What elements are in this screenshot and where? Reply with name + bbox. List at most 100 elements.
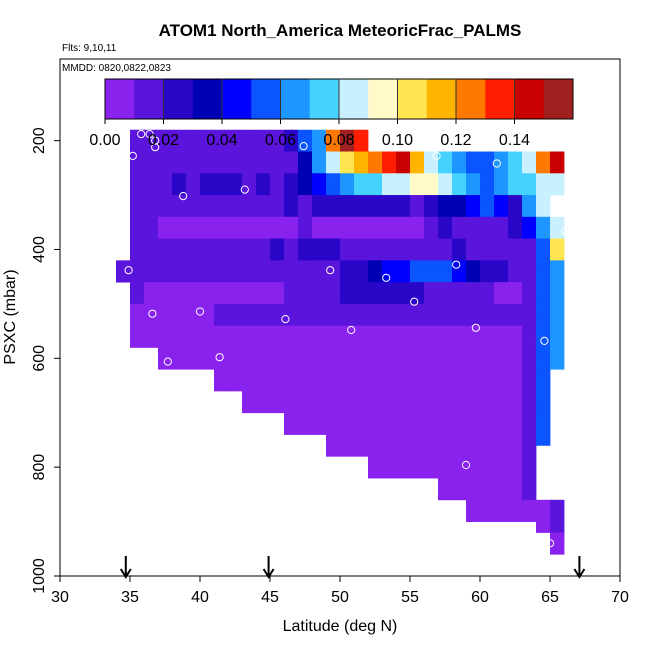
- heatmap-cell: [382, 390, 397, 403]
- heatmap-cell: [228, 227, 243, 239]
- heatmap-cell: [172, 336, 187, 348]
- heatmap-cell: [340, 271, 355, 283]
- heatmap-cell: [396, 173, 411, 185]
- heatmap-cell: [550, 271, 565, 283]
- heatmap-cell: [354, 162, 369, 174]
- heatmap-cell: [284, 336, 299, 348]
- heatmap-cell: [382, 423, 397, 435]
- heatmap-cell: [270, 260, 285, 272]
- heatmap-cell: [284, 227, 299, 239]
- heatmap-cell: [424, 184, 439, 196]
- heatmap-cell: [326, 336, 341, 348]
- heatmap-cell: [480, 195, 495, 207]
- heatmap-cell: [424, 401, 439, 414]
- heatmap-cell: [158, 238, 173, 250]
- heatmap-cell: [256, 336, 271, 348]
- heatmap-cell: [158, 325, 173, 337]
- heatmap-cell: [200, 336, 215, 348]
- heatmap-cell: [158, 184, 173, 196]
- heatmap-cell: [354, 347, 369, 359]
- heatmap-cell: [494, 401, 509, 414]
- heatmap-cell: [200, 151, 215, 163]
- heatmap-cell: [242, 195, 257, 207]
- heatmap-cell: [270, 325, 285, 337]
- heatmap-cell: [494, 325, 509, 337]
- heatmap-cell: [200, 205, 215, 218]
- heatmap-cell: [452, 271, 467, 283]
- heatmap-cell: [494, 151, 509, 163]
- heatmap-cell: [298, 336, 313, 348]
- heatmap-cell: [284, 390, 299, 403]
- heatmap-cell: [130, 271, 145, 283]
- heatmap-cell: [508, 499, 523, 512]
- heatmap-cell: [452, 336, 467, 348]
- colorbar-tick-label: 0.12: [440, 132, 471, 149]
- heatmap-cell: [494, 282, 509, 294]
- heatmap-cell: [270, 314, 285, 327]
- heatmap-cell: [326, 151, 341, 163]
- heatmap-cell: [228, 129, 243, 142]
- heatmap-cell: [480, 260, 495, 272]
- heatmap-cell: [270, 390, 285, 403]
- heatmap-cell: [298, 249, 313, 261]
- heatmap-cell: [382, 216, 397, 229]
- heatmap-cell: [312, 336, 327, 348]
- colorbar-swatch: [368, 79, 398, 119]
- heatmap-cell: [298, 129, 313, 142]
- heatmap-cell: [536, 336, 551, 348]
- heatmap-cell: [536, 314, 551, 327]
- heatmap-cell: [340, 336, 355, 348]
- heatmap-cell: [396, 325, 411, 337]
- colorbar-tick-label: 0.10: [382, 132, 413, 149]
- heatmap-cell: [242, 205, 257, 218]
- heatmap-cell: [382, 195, 397, 207]
- heatmap-cell: [424, 249, 439, 261]
- heatmap-cell: [312, 184, 327, 196]
- heatmap-cell: [242, 140, 257, 152]
- heatmap-cell: [130, 216, 145, 229]
- heatmap-cell: [228, 347, 243, 359]
- heatmap-cell: [256, 238, 271, 250]
- heatmap-cell: [508, 282, 523, 294]
- heatmap-cell: [340, 282, 355, 294]
- heatmap-cell: [452, 434, 467, 446]
- heatmap-cell: [158, 336, 173, 348]
- heatmap-cell: [480, 499, 495, 512]
- heatmap-cell: [424, 282, 439, 294]
- heatmap-cell: [438, 271, 453, 283]
- heatmap-cell: [466, 347, 481, 359]
- heatmap-cell: [480, 216, 495, 229]
- heatmap-cell: [270, 162, 285, 174]
- heatmap-cell: [186, 184, 201, 196]
- heatmap-cell: [438, 184, 453, 196]
- heatmap-cell: [158, 347, 173, 359]
- heatmap-cell: [368, 238, 383, 250]
- heatmap-cell: [144, 325, 159, 337]
- heatmap-cell: [480, 423, 495, 435]
- heatmap-cell: [298, 282, 313, 294]
- heatmap-cell: [438, 412, 453, 425]
- heatmap-cell: [186, 249, 201, 261]
- heatmap-cell: [270, 238, 285, 250]
- heatmap-cell: [550, 282, 565, 294]
- heatmap-cell: [228, 195, 243, 207]
- heatmap-cell: [186, 151, 201, 163]
- heatmap-cell: [144, 314, 159, 327]
- heatmap-cell: [298, 184, 313, 196]
- heatmap-cell: [396, 216, 411, 229]
- heatmap-cell: [284, 140, 299, 152]
- heatmap-cell: [312, 390, 327, 403]
- heatmap-cell: [494, 358, 509, 370]
- heatmap-cell: [508, 249, 523, 261]
- heatmap-cell: [438, 238, 453, 250]
- colorbar-tick-label: 0.14: [499, 132, 530, 149]
- heatmap-cell: [270, 195, 285, 207]
- sample-point: [461, 460, 471, 470]
- heatmap-cell: [214, 216, 229, 229]
- heatmap-cell: [438, 282, 453, 294]
- heatmap-cell: [214, 129, 229, 142]
- heatmap-cell: [410, 423, 425, 435]
- heatmap-cell: [368, 282, 383, 294]
- heatmap-cell: [186, 303, 201, 316]
